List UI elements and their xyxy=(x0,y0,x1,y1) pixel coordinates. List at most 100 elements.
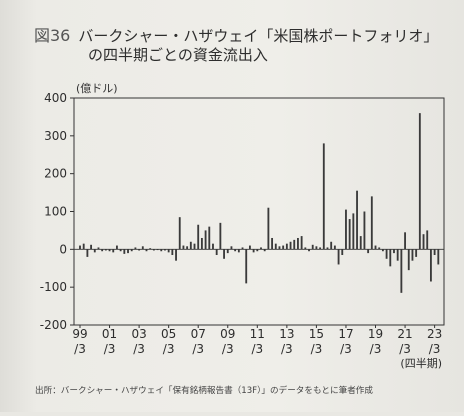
figure-title-line1: バークシャー・ハザウェイ「米国株ポートフォリオ」 xyxy=(78,27,439,45)
bar xyxy=(359,236,362,250)
bar xyxy=(134,247,137,250)
x-tick-label-year: 09 xyxy=(220,327,235,341)
bar xyxy=(304,247,307,250)
bar xyxy=(385,249,388,259)
x-tick-label-quarter: /3 xyxy=(104,342,116,356)
bar xyxy=(411,249,414,261)
bar xyxy=(429,249,432,282)
y-tick-label: 300 xyxy=(44,129,67,143)
bar xyxy=(219,222,222,250)
bar xyxy=(252,249,255,253)
bar xyxy=(197,224,200,250)
bar xyxy=(352,213,355,250)
bar xyxy=(374,245,377,250)
bar xyxy=(230,246,233,250)
bar xyxy=(285,243,288,250)
bar xyxy=(208,226,211,250)
bar xyxy=(112,249,115,253)
bar xyxy=(79,245,81,250)
bar xyxy=(282,245,285,250)
y-unit-label: (億ドル) xyxy=(76,82,118,95)
bar xyxy=(108,249,111,252)
x-tick-label-year: 15 xyxy=(309,327,324,341)
bar xyxy=(145,249,148,252)
bar xyxy=(356,190,358,250)
bar xyxy=(215,249,218,256)
x-tick-label-quarter: /3 xyxy=(429,342,441,356)
bar xyxy=(378,247,381,250)
bar xyxy=(407,249,410,271)
bar xyxy=(363,211,366,250)
y-tick-label: -100 xyxy=(40,280,67,294)
bar xyxy=(289,241,292,250)
bar xyxy=(127,249,129,254)
bar xyxy=(204,230,207,250)
x-tick-label-quarter: /3 xyxy=(399,342,411,356)
bar xyxy=(396,249,399,261)
y-tick-label: 400 xyxy=(44,91,67,105)
bar xyxy=(263,249,266,252)
bar xyxy=(256,249,259,252)
bar xyxy=(381,249,384,252)
bar xyxy=(426,230,429,250)
bar xyxy=(271,237,274,250)
bar xyxy=(311,244,314,250)
bar xyxy=(326,247,329,250)
bar xyxy=(193,243,196,250)
figure-title-line2: の四半期ごとの資金流出入 xyxy=(88,46,268,64)
bar xyxy=(164,249,166,251)
bar xyxy=(171,249,174,256)
x-axis-label: (四半期) xyxy=(400,356,442,370)
bar xyxy=(300,236,303,250)
bar xyxy=(226,249,229,254)
bar xyxy=(437,249,440,265)
bar xyxy=(182,245,185,250)
bar xyxy=(167,249,170,253)
x-tick-label-year: 13 xyxy=(279,327,294,341)
x-tick-label-year: 03 xyxy=(131,327,146,341)
bar xyxy=(104,249,107,251)
bar xyxy=(433,249,436,256)
bar xyxy=(322,143,325,250)
bar xyxy=(138,249,141,251)
bar xyxy=(308,249,310,252)
bar xyxy=(93,249,96,253)
x-tick-label-quarter: /3 xyxy=(192,342,204,356)
bar xyxy=(297,237,299,250)
bar xyxy=(404,232,406,250)
bar xyxy=(415,249,418,257)
bar xyxy=(278,246,281,250)
bar xyxy=(241,247,244,250)
bar xyxy=(237,249,240,253)
bar xyxy=(330,241,333,250)
bar xyxy=(149,248,152,250)
bar xyxy=(389,249,392,267)
bar xyxy=(422,234,425,250)
x-tick-label-year: 07 xyxy=(191,327,206,341)
bar xyxy=(274,243,277,250)
x-tick-label-quarter: /3 xyxy=(311,342,323,356)
bar xyxy=(189,241,192,250)
bar xyxy=(223,249,225,259)
bar xyxy=(315,246,318,250)
x-tick-label-quarter: /3 xyxy=(251,342,263,356)
bar xyxy=(245,249,248,284)
bar xyxy=(130,249,133,252)
bar xyxy=(393,249,395,254)
x-tick-label-quarter: /3 xyxy=(281,342,293,356)
bar xyxy=(345,209,347,250)
bar xyxy=(333,245,336,250)
x-tick-label-year: 99 xyxy=(72,327,87,341)
bar xyxy=(348,219,351,250)
bar xyxy=(293,239,296,250)
figure-number: 図36 xyxy=(34,26,71,45)
y-tick-label: 0 xyxy=(59,242,67,256)
bar xyxy=(341,249,344,256)
bar xyxy=(116,245,118,250)
bar xyxy=(234,249,237,252)
bar xyxy=(160,249,163,252)
bar xyxy=(400,249,403,293)
bar xyxy=(200,237,203,250)
